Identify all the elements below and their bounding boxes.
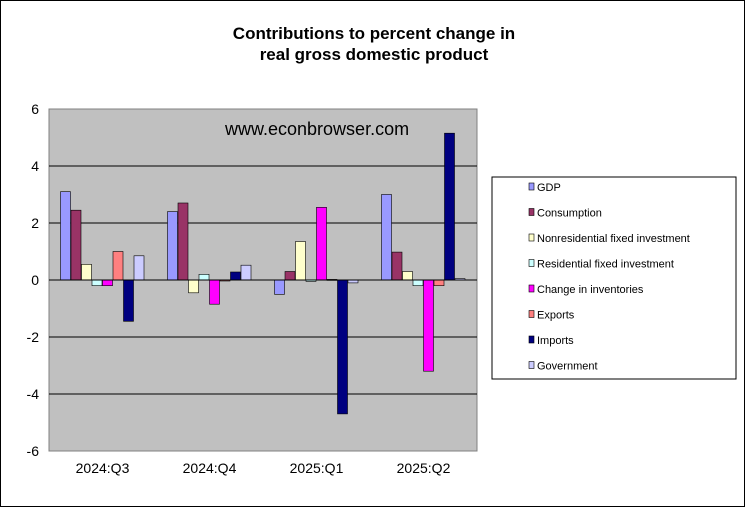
- bar-gdp-2024-q4: [167, 211, 178, 281]
- bar-government-2024-q4: [240, 264, 252, 281]
- bar-residential-fixed-investment-2024-q3: [91, 279, 103, 286]
- y-tick-label: 4: [31, 158, 39, 174]
- legend-label: Change in inventories: [537, 284, 644, 296]
- bar-imports-2024-q4: [230, 271, 241, 281]
- category-label: 2025:Q2: [397, 460, 451, 476]
- category-label: 2024:Q4: [183, 460, 237, 476]
- legend: GDP Consumption Nonresidential fixed inves…: [528, 182, 690, 373]
- bars: [49, 132, 477, 415]
- y-tick-label: -4: [27, 386, 40, 402]
- category-labels: 2024:Q3 2024:Q4 2025:Q1 2025:Q2: [76, 460, 451, 476]
- chart-title-line-1: Contributions to percent change in: [233, 24, 515, 43]
- bar-government-2024-q3: [133, 255, 145, 281]
- y-tick-label: 2: [31, 215, 39, 231]
- bar-gdp-2025-q1: [274, 279, 285, 295]
- legend-swatch: [528, 284, 535, 293]
- bar-nonresidential-fixed-investment-2025-q1: [295, 241, 306, 281]
- y-tick-label: -6: [27, 443, 40, 459]
- legend-swatch: [528, 259, 535, 267]
- legend-label: Imports: [537, 335, 574, 347]
- legend-swatch: [528, 310, 535, 318]
- bar-residential-fixed-investment-2025-q2: [412, 279, 424, 286]
- bar-imports-2024-q3: [123, 279, 134, 322]
- legend-box: [491, 176, 737, 380]
- bar-change-in-inventories-2025-q1: [316, 207, 327, 281]
- legend-label: Residential fixed investment: [537, 259, 674, 271]
- chart-title-line-2: real gross domestic product: [260, 45, 489, 64]
- legend-swatch: [528, 361, 535, 369]
- bar-change-in-inventories-2024-q4: [209, 279, 220, 305]
- legend-label: Consumption: [537, 208, 602, 220]
- bar-consumption-2024-q4: [177, 202, 189, 281]
- watermark-text: www.econbrowser.com: [224, 119, 409, 139]
- bar-consumption-2025-q2: [391, 251, 403, 281]
- y-tick-label: 6: [31, 101, 39, 117]
- bar-nonresidential-fixed-investment-2025-q2: [402, 271, 413, 281]
- legend-label: GDP: [537, 182, 561, 194]
- bar-exports-2025-q2: [433, 279, 445, 286]
- bar-change-in-inventories-2025-q2: [423, 279, 434, 372]
- bar-gdp-2024-q3: [60, 191, 71, 281]
- bar-nonresidential-fixed-investment-2024-q3: [81, 263, 92, 281]
- bar-imports-2025-q1: [337, 279, 348, 415]
- y-tick-labels: 6 4 2 0 -2 -4 -6: [27, 101, 40, 459]
- category-label: 2025:Q1: [290, 460, 344, 476]
- legend-swatch: [528, 182, 535, 191]
- y-tick-label: -2: [27, 329, 40, 345]
- bar-consumption-2025-q1: [284, 271, 296, 281]
- legend-swatch: [528, 208, 535, 216]
- bar-imports-2025-q2: [444, 132, 455, 281]
- bar-consumption-2024-q3: [70, 209, 82, 281]
- bar-change-in-inventories-2024-q3: [102, 279, 113, 286]
- bar-exports-2024-q3: [112, 251, 124, 281]
- legend-swatch: [528, 335, 535, 344]
- y-tick-label: 0: [31, 272, 39, 288]
- bar-gdp-2025-q2: [381, 194, 392, 281]
- legend-label: Nonresidential fixed investment: [537, 233, 690, 245]
- legend-label: Government: [537, 361, 598, 373]
- legend-label: Exports: [537, 310, 575, 322]
- bar-residential-fixed-investment-2024-q4: [198, 273, 210, 281]
- legend-swatch: [528, 233, 535, 242]
- bar-nonresidential-fixed-investment-2024-q4: [188, 279, 199, 294]
- category-label: 2024:Q3: [76, 460, 130, 476]
